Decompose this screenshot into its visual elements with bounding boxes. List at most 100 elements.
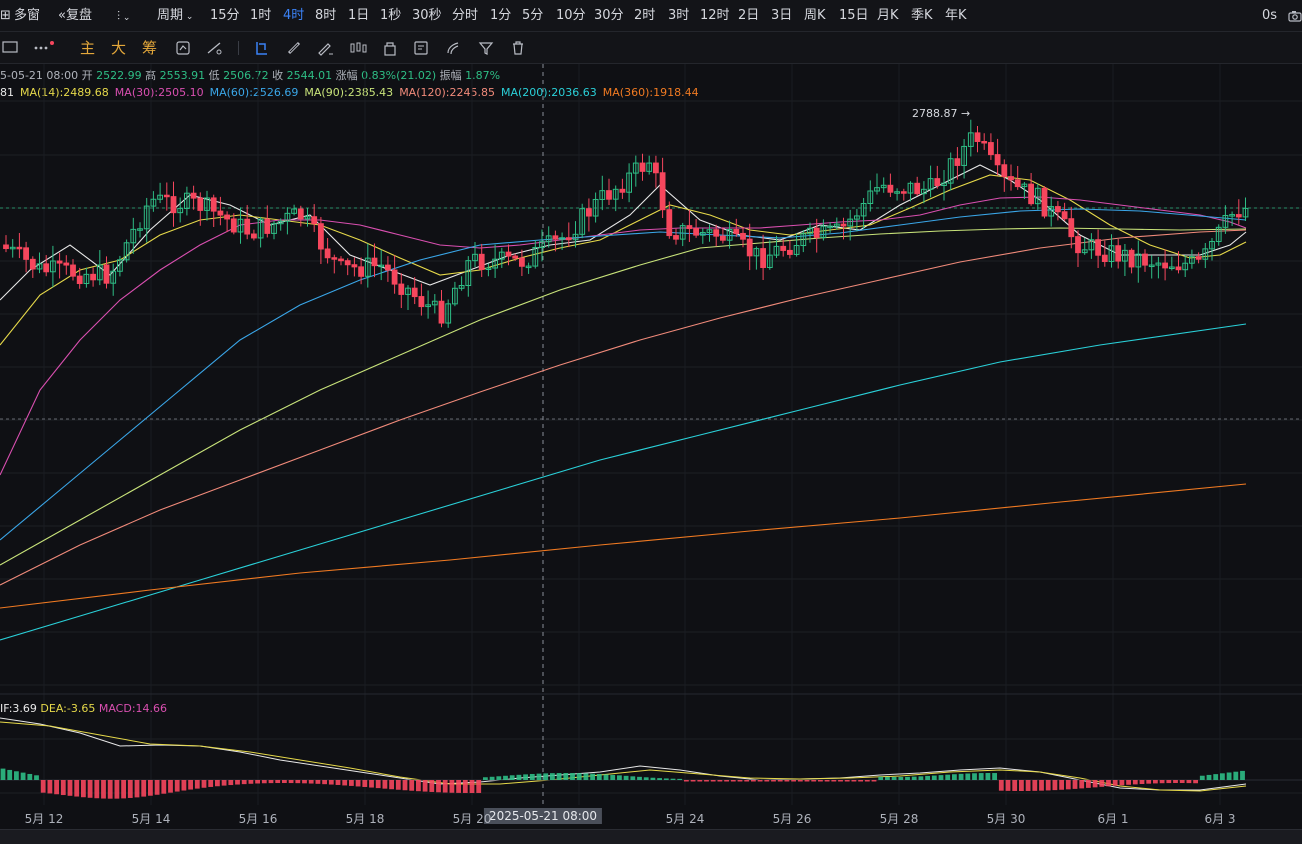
macd-histogram-bar bbox=[322, 780, 327, 785]
interval-4[interactable]: 1日 bbox=[348, 8, 370, 23]
candle-body bbox=[29, 258, 36, 270]
interval-2[interactable]: 4时 bbox=[280, 0, 307, 32]
close-label: 收 bbox=[272, 69, 284, 82]
macd-histogram-bar bbox=[168, 780, 173, 793]
moving-average-line bbox=[0, 196, 1247, 476]
interval-14[interactable]: 12时 bbox=[700, 8, 730, 23]
candle-body bbox=[143, 205, 150, 230]
candle-body bbox=[1215, 226, 1222, 242]
candle-body bbox=[358, 266, 365, 277]
candle-body bbox=[76, 275, 83, 285]
macd-histogram-bar bbox=[1025, 780, 1031, 791]
macd-histogram-bar bbox=[684, 780, 689, 782]
candle-body bbox=[994, 154, 1001, 166]
interval-5[interactable]: 1秒 bbox=[380, 8, 402, 23]
candle-body bbox=[693, 228, 700, 236]
candle-body bbox=[981, 140, 988, 144]
macd-histogram-bar bbox=[503, 775, 508, 780]
candle-body bbox=[961, 145, 968, 166]
interval-10[interactable]: 10分 bbox=[556, 8, 586, 23]
interval-1[interactable]: 1时 bbox=[250, 8, 272, 23]
macd-histogram-bar bbox=[1173, 780, 1178, 784]
candlestick-type-icon: ⫶ bbox=[117, 9, 121, 23]
macd-histogram-bar bbox=[107, 780, 113, 799]
camera-icon[interactable] bbox=[1288, 0, 1302, 32]
candle-body bbox=[1135, 253, 1142, 268]
macd-histogram-bar bbox=[483, 777, 488, 780]
candle-body bbox=[847, 218, 854, 227]
macd-histogram-bar bbox=[328, 780, 334, 785]
replay-button[interactable]: «复盘 bbox=[58, 0, 92, 32]
multi-window-button[interactable]: 多窗 bbox=[14, 8, 41, 23]
interval-13[interactable]: 3时 bbox=[668, 8, 690, 23]
interval-17[interactable]: 周K bbox=[804, 8, 826, 23]
macd-histogram-bar bbox=[1039, 780, 1044, 791]
candle-body bbox=[807, 227, 813, 235]
ma-legend-item: MA(14):2489.68 bbox=[20, 86, 109, 99]
chevron-down-icon: ⌄ bbox=[183, 12, 194, 22]
candle-body bbox=[874, 187, 880, 192]
candle-body bbox=[565, 237, 572, 241]
interval-19[interactable]: 月K bbox=[877, 8, 899, 23]
candle-body bbox=[56, 260, 63, 264]
macd-histogram-bar bbox=[14, 771, 19, 780]
period-button[interactable]: 周期 ⌄ bbox=[157, 0, 193, 32]
candle-body bbox=[163, 194, 170, 198]
macd-histogram-bar bbox=[1240, 770, 1245, 780]
macd-histogram-bar bbox=[1072, 780, 1078, 789]
interval-0[interactable]: 15分 bbox=[210, 8, 240, 23]
interval-7[interactable]: 分时 bbox=[452, 8, 479, 23]
macd-histogram-bar bbox=[871, 780, 877, 782]
chart-type-button[interactable]: ⫶ ⌄ bbox=[117, 0, 130, 32]
macd-histogram-bar bbox=[838, 780, 843, 782]
chip-distribution-button[interactable]: 筹 bbox=[142, 39, 158, 57]
macd-histogram-bar bbox=[1166, 780, 1172, 784]
candle-body bbox=[284, 212, 291, 222]
interval-8[interactable]: 1分 bbox=[490, 8, 512, 23]
candle-body bbox=[726, 229, 733, 241]
macd-histogram-bar bbox=[1199, 775, 1205, 780]
interval-12[interactable]: 2时 bbox=[634, 8, 656, 23]
macd-histogram-bar bbox=[496, 776, 502, 780]
candle-body bbox=[96, 264, 103, 281]
x-axis-label: 5月 30 bbox=[986, 812, 1026, 826]
candle-body bbox=[1229, 214, 1235, 217]
macd-histogram-bar bbox=[717, 780, 723, 782]
interval-6[interactable]: 30秒 bbox=[412, 8, 442, 23]
macd-histogram-bar bbox=[610, 774, 616, 780]
interval-9[interactable]: 5分 bbox=[522, 8, 544, 23]
interval-16[interactable]: 3日 bbox=[771, 8, 793, 23]
macd-histogram-bar bbox=[818, 780, 823, 782]
interval-18[interactable]: 15日 bbox=[839, 8, 869, 23]
macd-histogram-bar bbox=[174, 780, 180, 792]
candle-body bbox=[157, 194, 163, 200]
macd-histogram-bar bbox=[355, 780, 361, 787]
large-orders-button[interactable]: 大 bbox=[111, 39, 127, 57]
interval-3[interactable]: 8时 bbox=[315, 8, 337, 23]
macd-histogram-bar bbox=[844, 780, 850, 782]
divider bbox=[238, 41, 239, 55]
interval-15[interactable]: 2日 bbox=[738, 8, 760, 23]
interval-21[interactable]: 年K bbox=[945, 8, 967, 23]
candle-body bbox=[251, 233, 257, 239]
macd-histogram-bar bbox=[181, 780, 187, 791]
macd-histogram-bar bbox=[1139, 780, 1145, 784]
candle-body bbox=[1068, 218, 1075, 238]
macd-histogram-bar bbox=[590, 773, 595, 780]
low-value: 2506.72 bbox=[223, 69, 269, 82]
candle-body bbox=[740, 232, 746, 240]
candle-body bbox=[1088, 239, 1095, 251]
main-indicator-button[interactable]: 主 bbox=[80, 39, 96, 57]
candle-body bbox=[699, 231, 706, 236]
macd-histogram-bar bbox=[784, 780, 790, 782]
candle-body bbox=[1055, 206, 1061, 213]
layout-icon[interactable]: ⊞ bbox=[0, 0, 11, 32]
price-chart[interactable] bbox=[0, 64, 1302, 809]
interval-11[interactable]: 30分 bbox=[594, 8, 624, 23]
candle-body bbox=[1168, 266, 1175, 269]
candle-body bbox=[679, 225, 686, 240]
interval-20[interactable]: 季K bbox=[911, 8, 933, 23]
candle-body bbox=[418, 296, 425, 308]
macd-histogram-bar bbox=[1099, 780, 1105, 787]
candle-body bbox=[425, 304, 432, 308]
